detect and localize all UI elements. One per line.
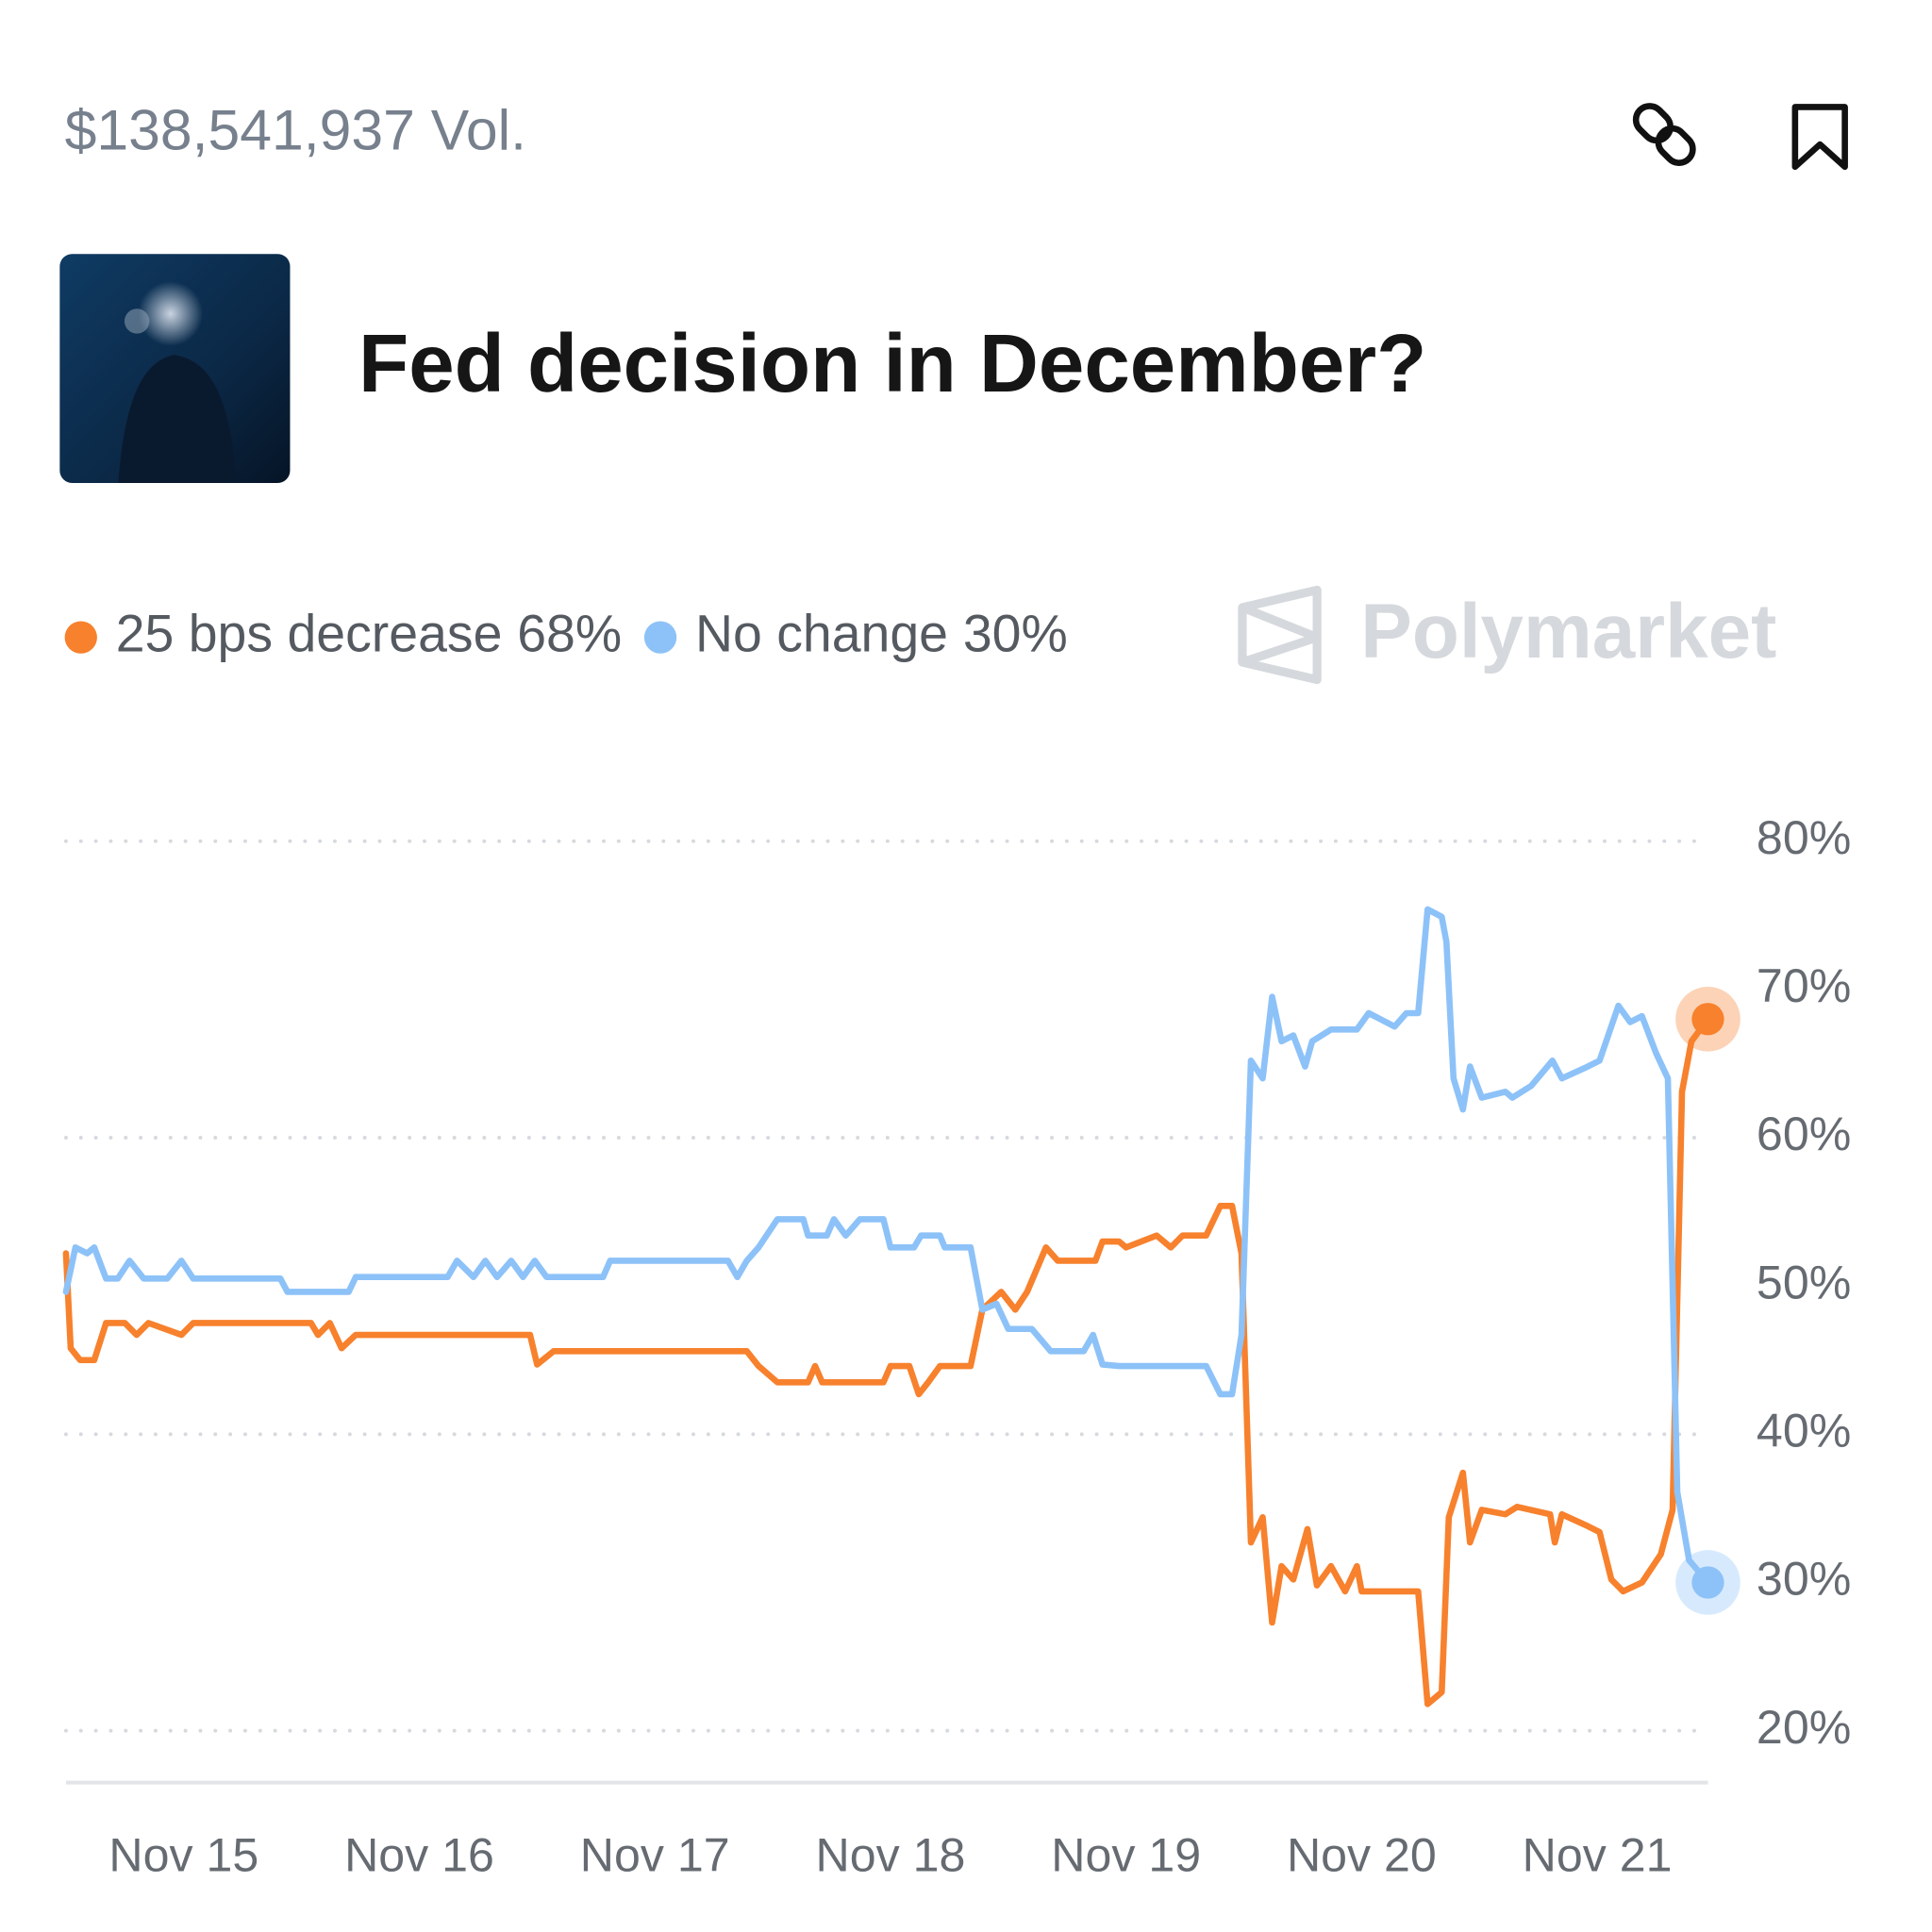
y-tick-label: 80% bbox=[1757, 811, 1851, 864]
x-tick-label: Nov 15 bbox=[108, 1828, 258, 1881]
legend-dot bbox=[643, 621, 677, 654]
y-tick-label: 30% bbox=[1757, 1553, 1851, 1606]
bookmark-icon[interactable] bbox=[1791, 104, 1848, 171]
title: Fed decision in December? bbox=[358, 318, 1426, 409]
y-tick-label: 40% bbox=[1757, 1405, 1851, 1457]
legend-entry: 25 bps decrease 68% bbox=[116, 604, 622, 662]
y-tick-label: 20% bbox=[1757, 1701, 1851, 1754]
x-tick-label: Nov 20 bbox=[1287, 1828, 1437, 1881]
link-icon[interactable] bbox=[1630, 100, 1698, 168]
end-dot bbox=[1691, 1003, 1724, 1036]
x-tick-label: Nov 19 bbox=[1051, 1828, 1201, 1881]
x-tick-label: Nov 16 bbox=[344, 1828, 494, 1881]
y-tick-label: 50% bbox=[1757, 1256, 1851, 1308]
series-line bbox=[62, 1015, 1711, 1707]
legend-name: No change bbox=[695, 604, 948, 662]
thumbnail bbox=[59, 254, 291, 483]
legend-entry: No change 30% bbox=[695, 604, 1068, 662]
x-tick-label: Nov 17 bbox=[580, 1828, 730, 1881]
y-tick-label: 70% bbox=[1757, 959, 1851, 1012]
polymarket-logo bbox=[1238, 585, 1322, 685]
x-tick-label: Nov 21 bbox=[1523, 1828, 1673, 1881]
volume: $138,541,937 Vol. bbox=[65, 98, 526, 162]
legend-value: 30% bbox=[963, 604, 1068, 662]
legend-name: 25 bps decrease bbox=[116, 604, 503, 662]
end-dot bbox=[1691, 1566, 1724, 1599]
series-line bbox=[62, 906, 1711, 1586]
y-tick-label: 60% bbox=[1757, 1108, 1851, 1160]
legend-value: 68% bbox=[517, 604, 622, 662]
legend-dot bbox=[64, 621, 97, 654]
watermark: Polymarket bbox=[1360, 589, 1776, 675]
x-tick-label: Nov 18 bbox=[816, 1828, 966, 1881]
